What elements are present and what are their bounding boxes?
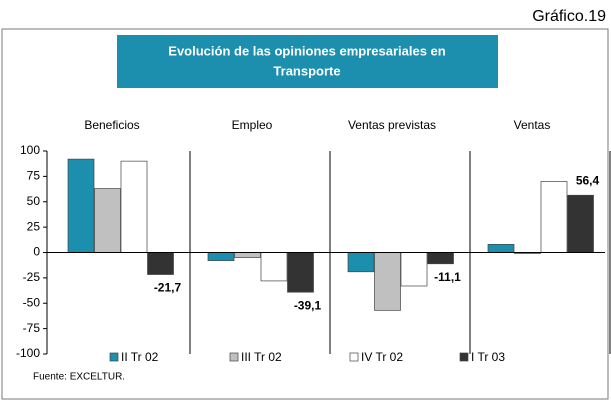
bar bbox=[147, 252, 174, 275]
legend-label: I Tr 03 bbox=[471, 350, 505, 364]
bar bbox=[94, 188, 121, 253]
y-tick-label: 50 bbox=[27, 194, 41, 208]
bar bbox=[347, 252, 375, 273]
y-tick-label: -25 bbox=[23, 270, 41, 284]
bar bbox=[540, 181, 568, 253]
bar bbox=[400, 252, 428, 287]
title-box bbox=[117, 35, 498, 88]
bar bbox=[207, 252, 235, 261]
legend-swatch bbox=[349, 352, 359, 362]
legend-label: III Tr 02 bbox=[241, 350, 282, 364]
category-label: Beneficios bbox=[84, 118, 139, 132]
figure-label: Gráfico.19 bbox=[532, 8, 606, 25]
legend-label: II Tr 02 bbox=[121, 350, 159, 364]
legend-label: IV Tr 02 bbox=[361, 350, 403, 364]
bar bbox=[374, 252, 401, 311]
source: Fuente: EXCELTUR. bbox=[33, 372, 125, 383]
category-label: Empleo bbox=[232, 118, 273, 132]
data-label: -21,7 bbox=[154, 281, 182, 295]
bar bbox=[567, 194, 594, 253]
data-label: -39,1 bbox=[294, 298, 322, 312]
legend-swatch bbox=[459, 352, 469, 362]
bar bbox=[287, 252, 314, 293]
legend-swatch bbox=[229, 352, 239, 362]
bar bbox=[234, 252, 261, 258]
chart-title: Evolución de las opiniones empresariales… bbox=[168, 43, 445, 58]
legend-swatch bbox=[109, 352, 119, 362]
y-tick-label: -50 bbox=[23, 295, 41, 309]
y-tick-label: 100 bbox=[20, 143, 40, 157]
y-tick-label: 25 bbox=[27, 219, 41, 233]
data-label: -11,1 bbox=[434, 270, 461, 284]
bar bbox=[260, 252, 288, 282]
y-tick-label: -100 bbox=[16, 346, 40, 360]
chart-title: Transporte bbox=[273, 63, 340, 78]
category-label: Ventas previstas bbox=[348, 118, 436, 132]
y-tick-label: -75 bbox=[23, 321, 41, 335]
bar bbox=[120, 160, 148, 253]
bar bbox=[427, 252, 454, 265]
y-tick-label: 0 bbox=[33, 245, 40, 259]
bar bbox=[67, 158, 95, 253]
category-label: Ventas bbox=[514, 118, 551, 132]
data-label: 56,4 bbox=[576, 173, 600, 187]
bar bbox=[487, 244, 515, 253]
y-tick-label: 75 bbox=[27, 169, 41, 183]
